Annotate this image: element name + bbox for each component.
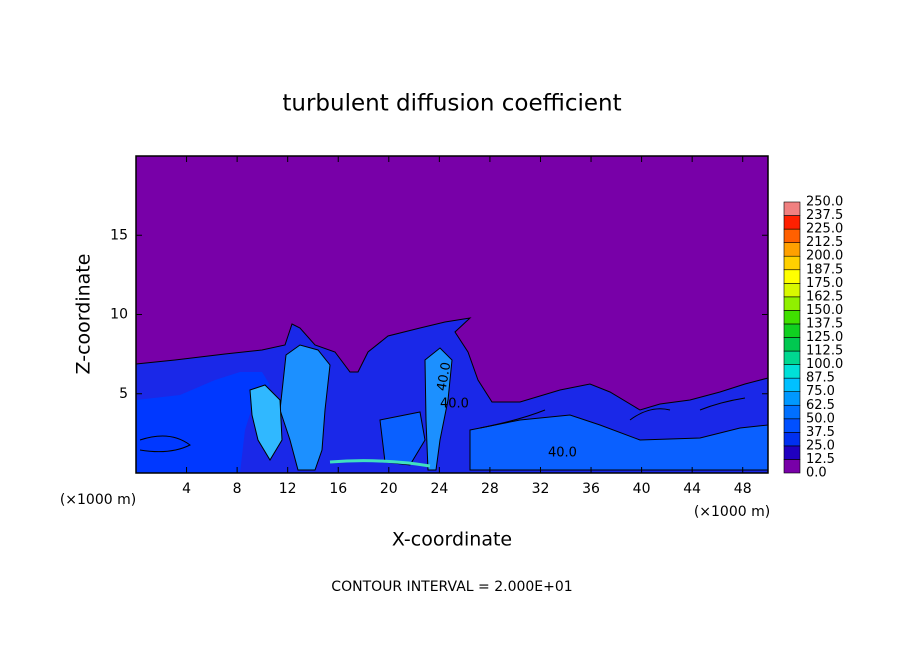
- colorbar-label: 125.0: [806, 330, 843, 345]
- colorbar-swatch: [783, 445, 801, 460]
- colorbar-label: 75.0: [806, 384, 835, 399]
- contour-label: 40.0: [440, 397, 469, 412]
- field-region: [279, 344, 331, 471]
- colorbar-swatch: [783, 228, 801, 243]
- colorbar-swatch: [783, 418, 801, 433]
- colorbar-label: 175.0: [806, 276, 843, 291]
- field-region: [379, 411, 426, 466]
- colorbar-swatch: [783, 201, 801, 216]
- x-unit-label: (×1000 m): [60, 492, 136, 508]
- y-tick-label: 15: [110, 227, 128, 243]
- x-tick-label: 48: [734, 481, 752, 497]
- y-tick-label: 10: [110, 307, 128, 323]
- x-tick-label: 8: [233, 481, 242, 497]
- x-tick-label: 4: [182, 481, 191, 497]
- contour-line: [139, 397, 746, 453]
- x-tick-label: 32: [532, 481, 550, 497]
- colorbar-label: 187.5: [806, 262, 843, 277]
- colorbar-label: 87.5: [806, 371, 835, 386]
- colorbar-label: 250.0: [806, 195, 843, 210]
- colorbar-swatch: [783, 323, 801, 338]
- colorbar-swatch: [783, 432, 801, 447]
- colorbar-label: 112.5: [806, 344, 843, 359]
- colorbar-label: 237.5: [806, 208, 843, 223]
- field-region: [424, 347, 453, 471]
- colorbar-label: 0.0: [806, 466, 827, 481]
- colorbar-swatch: [783, 350, 801, 365]
- colorbar-swatch: [783, 242, 801, 257]
- field-region: [136, 372, 270, 473]
- colorbar-swatch: [783, 255, 801, 271]
- x-axis-title: X-coordinate: [392, 529, 512, 551]
- x-tick-label: 44: [683, 481, 701, 497]
- contour-label: 40.0: [435, 361, 455, 392]
- colorbar-label: 225.0: [806, 222, 843, 237]
- annotation: CONTOUR INTERVAL = 2.000E+01: [331, 579, 572, 595]
- colorbar-swatch: [783, 404, 801, 420]
- colorbar-swatch: [783, 459, 801, 474]
- colorbar-label: 62.5: [806, 398, 835, 413]
- colorbar-swatch: [783, 296, 801, 311]
- field-region: [249, 384, 283, 461]
- colorbar-label: 50.0: [806, 411, 835, 426]
- x-unit-label: (×1000 m): [694, 504, 770, 520]
- colorbar-label: 37.5: [806, 425, 835, 440]
- x-tick-label: 12: [279, 481, 297, 497]
- colorbar-swatch: [783, 377, 801, 392]
- y-tick-label: 5: [119, 386, 128, 402]
- colorbar-label: 25.0: [806, 438, 835, 453]
- colorbar-swatch: [783, 282, 801, 298]
- colorbar-label: 137.5: [806, 316, 843, 331]
- field: [135, 156, 769, 474]
- colorbar-label: 100.0: [806, 357, 843, 372]
- colorbar-label: 212.5: [806, 235, 843, 250]
- x-tick-label: 36: [582, 481, 600, 497]
- colorbar-label: 150.0: [806, 303, 843, 318]
- colorbar-label: 162.5: [806, 289, 843, 304]
- colorbar-swatch: [783, 391, 801, 406]
- x-tick-label: 40: [633, 481, 651, 497]
- x-tick-label: 20: [380, 481, 398, 497]
- colorbar-label: 12.5: [806, 452, 835, 467]
- field-region: [329, 459, 431, 468]
- x-tick-label: 28: [481, 481, 499, 497]
- contour-label: 40.0: [548, 446, 577, 461]
- colorbar-swatch: [783, 269, 801, 284]
- chart-title: turbulent diffusion coefficient: [282, 91, 621, 117]
- colorbar-label: 200.0: [806, 249, 843, 264]
- y-axis-title: Z-coordinate: [73, 254, 95, 375]
- field-region: [469, 414, 769, 471]
- colorbar-swatch: [783, 337, 801, 352]
- x-tick-label: 16: [329, 481, 347, 497]
- colorbar-swatch: [783, 364, 801, 379]
- colorbar-swatch: [783, 310, 801, 325]
- x-tick-label: 24: [430, 481, 448, 497]
- colorbar-swatch: [783, 215, 801, 230]
